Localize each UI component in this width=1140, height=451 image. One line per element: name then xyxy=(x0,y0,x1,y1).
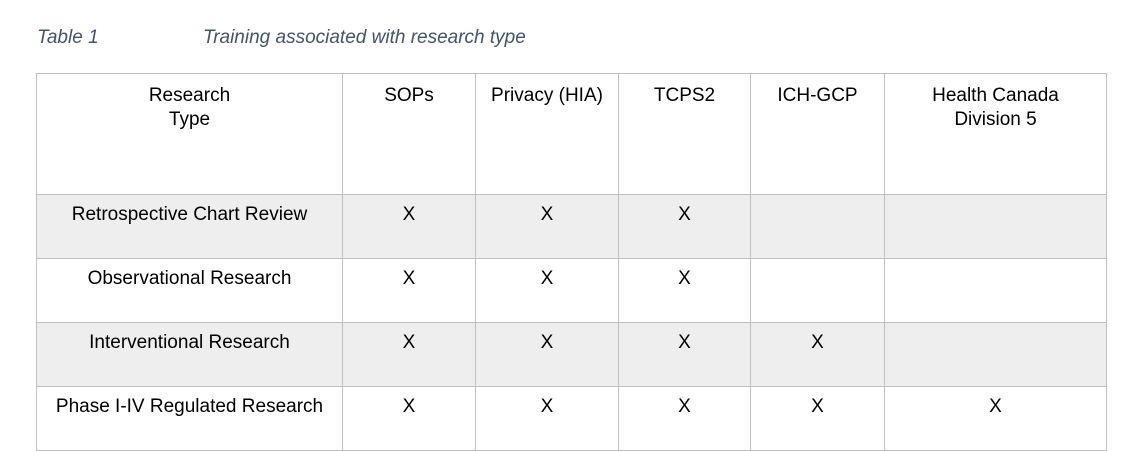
table-cell xyxy=(750,194,885,259)
table-cell: X xyxy=(475,258,619,323)
header-cell: ICH-GCP xyxy=(750,73,885,195)
table-cell: X xyxy=(342,258,476,323)
research-type-cell: Interventional Research xyxy=(36,322,343,387)
table-row: Retrospective Chart Review X X X xyxy=(36,194,1107,259)
header-cell: TCPS2 xyxy=(618,73,751,195)
table-cell xyxy=(884,258,1107,323)
header-cell: Health Canada Division 5 xyxy=(884,73,1107,195)
header-cell: Research Type xyxy=(36,73,343,195)
table-cell: X xyxy=(475,322,619,387)
table-cell: X xyxy=(475,386,619,451)
table-cell xyxy=(750,258,885,323)
header-row: Research Type SOPs Privacy (HIA) TCPS2 I… xyxy=(36,73,1107,195)
table-cell: X xyxy=(618,194,751,259)
table-cell: X xyxy=(618,258,751,323)
table-cell: X xyxy=(618,386,751,451)
table-cell: X xyxy=(750,386,885,451)
table-row: Phase I-IV Regulated Research X X X X X xyxy=(36,386,1107,451)
table-cell: X xyxy=(342,386,476,451)
research-type-cell: Phase I-IV Regulated Research xyxy=(36,386,343,451)
table-row: Interventional Research X X X X xyxy=(36,322,1107,387)
table-cell: X xyxy=(618,322,751,387)
research-type-cell: Retrospective Chart Review xyxy=(36,194,343,259)
table-cell xyxy=(884,322,1107,387)
table-row: Observational Research X X X xyxy=(36,258,1107,323)
table-number: Table 1 xyxy=(37,27,99,48)
table-cell: X xyxy=(884,386,1107,451)
table-title: Training associated with research type xyxy=(203,27,526,48)
research-type-cell: Observational Research xyxy=(36,258,343,323)
table-cell xyxy=(884,194,1107,259)
table-caption: Table 1 Training associated with research… xyxy=(37,23,526,53)
table-cell: X xyxy=(342,194,476,259)
header-cell: SOPs xyxy=(342,73,476,195)
table-cell: X xyxy=(750,322,885,387)
training-table: Research Type SOPs Privacy (HIA) TCPS2 I… xyxy=(36,73,1107,451)
header-cell: Privacy (HIA) xyxy=(475,73,619,195)
table-cell: X xyxy=(342,322,476,387)
table-cell: X xyxy=(475,194,619,259)
